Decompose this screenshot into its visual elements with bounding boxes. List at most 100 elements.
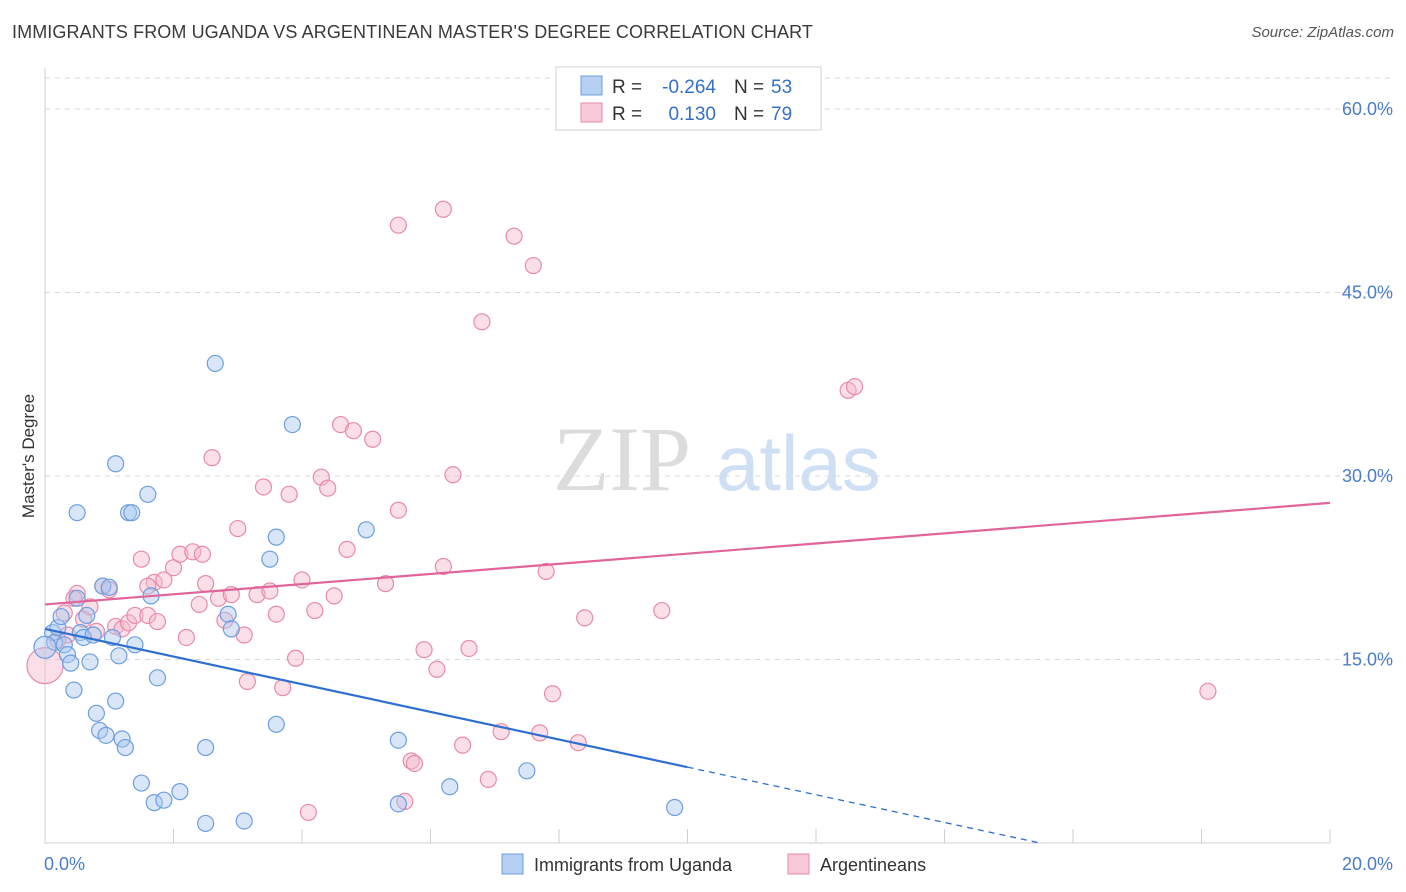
stats-r-value-blue: -0.264: [662, 77, 716, 98]
argentinean-point: [473, 313, 491, 331]
argentinean-point: [155, 571, 173, 589]
argentinean-point: [325, 587, 343, 605]
argentinean-point: [319, 479, 337, 497]
grid-layer: [45, 77, 1393, 660]
uganda-point: [235, 812, 253, 830]
stats-r-label-pink: R =: [612, 104, 642, 125]
stats-n-value-pink: 79: [771, 104, 792, 125]
uganda-point: [65, 681, 83, 699]
stats-r-label-blue: R =: [612, 77, 642, 98]
uganda-trend-line: [44, 627, 688, 769]
argentineans-points: [26, 200, 1217, 822]
uganda-point: [107, 455, 125, 473]
uganda-point: [219, 605, 237, 623]
argentinean-point: [460, 639, 478, 658]
argentinean-point: [280, 485, 298, 503]
uganda-point: [139, 485, 157, 503]
uganda-point: [87, 704, 106, 722]
argentineans-trend-line: [44, 501, 1331, 606]
argentinean-point: [197, 575, 215, 593]
uganda-point: [33, 635, 57, 659]
stats-swatch-blue: [580, 75, 603, 96]
legend: Immigrants from Uganda Argentineans: [501, 853, 926, 875]
uganda-point: [206, 354, 224, 373]
argentinean-point: [428, 660, 446, 678]
uganda-point: [97, 726, 115, 744]
legend-swatch-argentineans: [787, 853, 810, 875]
argentinean-point: [376, 575, 395, 593]
argentinean-point: [139, 577, 157, 595]
uganda-point: [261, 550, 279, 568]
argentinean-point: [344, 422, 362, 440]
argentinean-point: [576, 609, 594, 627]
uganda-point: [148, 669, 167, 687]
y-tick-label: 15.0%: [1342, 649, 1393, 669]
y-tick-label: 60.0%: [1342, 99, 1393, 119]
uganda-point: [52, 608, 70, 626]
uganda-point: [68, 589, 86, 607]
argentinean-point: [402, 752, 420, 770]
argentinean-point: [537, 562, 555, 580]
uganda-point: [107, 692, 125, 710]
watermark: ZIP atlas: [553, 408, 881, 510]
legend-label-argentineans: Argentineans: [820, 855, 926, 875]
argentinean-point: [171, 545, 189, 563]
argentinean-point: [389, 216, 407, 234]
legend-label-uganda: Immigrants from Uganda: [534, 855, 733, 875]
tick-labels: 15.0% 30.0% 45.0% 60.0% 0.0% 20.0%: [44, 99, 1393, 874]
uganda-point: [81, 653, 99, 671]
argentinean-point: [405, 754, 424, 773]
uganda-trend-extension: [687, 766, 1042, 844]
stats-box: R = -0.264 N = 53 R = 0.130 N = 79: [555, 66, 822, 131]
argentinean-point: [203, 449, 221, 467]
uganda-point: [78, 606, 96, 625]
argentinean-point: [415, 641, 433, 659]
argentinean-point: [454, 736, 472, 754]
argentinean-point: [653, 601, 671, 620]
stats-n-value-blue: 53: [771, 77, 792, 98]
uganda-point: [267, 528, 285, 546]
chart-title: IMMIGRANTS FROM UGANDA VS ARGENTINEAN MA…: [12, 22, 813, 42]
y-axis-label: Master's Degree: [19, 394, 38, 518]
stats-n-label-pink: N =: [734, 104, 764, 125]
uganda-point: [389, 795, 407, 813]
argentinean-point: [531, 724, 549, 742]
uganda-point: [132, 774, 150, 792]
argentinean-point: [505, 227, 523, 245]
argentinean-point: [148, 612, 167, 631]
watermark-zip: ZIP: [553, 408, 691, 510]
argentinean-point: [132, 550, 150, 568]
argentinean-point: [286, 649, 305, 667]
argentinean-point: [126, 606, 144, 625]
argentinean-point: [845, 378, 864, 396]
uganda-point: [123, 504, 141, 522]
argentinean-point: [238, 672, 256, 691]
uganda-point: [155, 791, 173, 809]
argentinean-point: [389, 501, 407, 519]
x-tick-label: 20.0%: [1342, 854, 1393, 874]
argentinean-point: [267, 605, 285, 623]
argentinean-point: [1199, 682, 1217, 700]
uganda-point: [68, 504, 86, 522]
uganda-point: [389, 731, 407, 749]
legend-swatch-uganda: [501, 853, 524, 875]
argentinean-point: [434, 557, 452, 576]
uganda-point: [197, 814, 215, 833]
argentinean-point: [190, 595, 208, 614]
uganda-point: [197, 738, 215, 757]
argentinean-point: [177, 628, 195, 647]
argentinean-point: [543, 685, 562, 703]
argentinean-point: [254, 478, 273, 496]
uganda-point: [116, 738, 134, 757]
argentinean-point: [444, 466, 462, 484]
uganda-point: [283, 415, 301, 434]
argentinean-point: [139, 606, 157, 625]
trend-lines: [44, 501, 1331, 844]
argentinean-point: [306, 601, 324, 620]
uganda-point: [441, 778, 459, 796]
watermark-atlas: atlas: [716, 419, 881, 507]
argentinean-point: [434, 200, 452, 218]
axes-layer: [44, 68, 1331, 844]
argentinean-point: [312, 468, 330, 486]
argentinean-point: [299, 803, 318, 822]
